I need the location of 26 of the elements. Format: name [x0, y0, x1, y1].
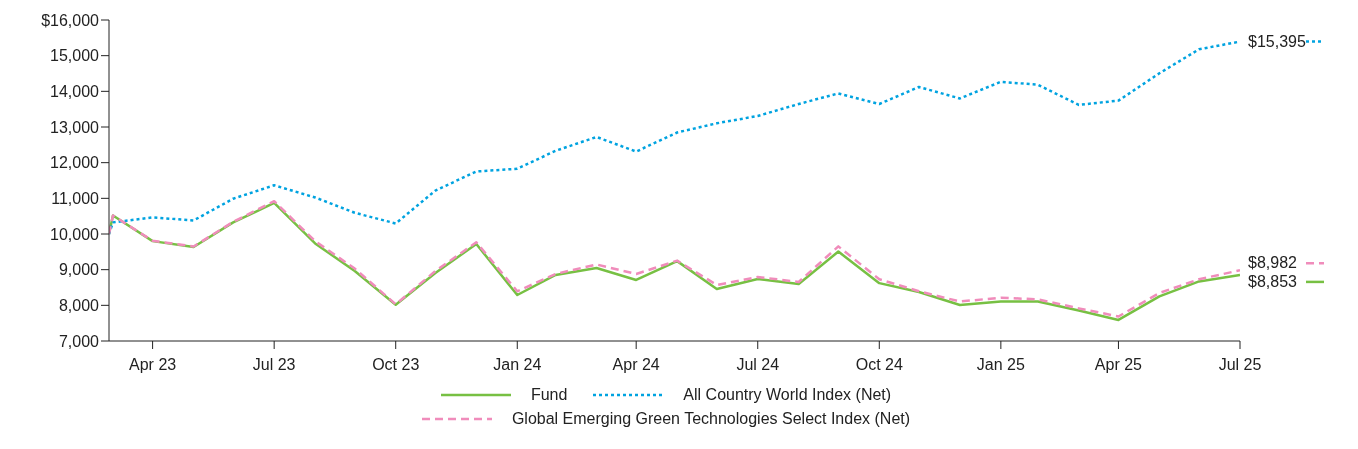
- y-tick-label: 10,000: [50, 225, 100, 243]
- legend-label: All Country World Index (Net): [683, 386, 892, 404]
- x-tick-label: Apr 24: [612, 356, 660, 374]
- data-label: $15,395: [1248, 32, 1306, 50]
- y-tick-label: 7,000: [58, 332, 100, 350]
- y-tick-label: 12,000: [50, 154, 100, 172]
- y-tick-label: 13,000: [50, 118, 100, 136]
- x-tick-label: Jul 25: [1218, 356, 1262, 374]
- x-tick-label: Apr 25: [1094, 356, 1143, 374]
- x-tick-label: Jan 25: [976, 356, 1025, 374]
- y-tick-label: 9,000: [58, 261, 100, 279]
- y-tick-label: 8,000: [58, 297, 100, 315]
- x-tick-label: Jul 24: [736, 356, 780, 374]
- x-tick-label: Oct 24: [855, 356, 903, 374]
- x-tick-label: Jan 24: [493, 356, 542, 374]
- legend-label: Fund: [530, 386, 568, 404]
- data-label: $8,853: [1248, 272, 1298, 290]
- x-tick-label: Jul 23: [252, 356, 296, 374]
- y-tick-label: 11,000: [51, 190, 100, 208]
- x-tick-label: Oct 23: [372, 356, 420, 374]
- legend-label: Global Emerging Green Technologies Select Index (Net): [511, 410, 911, 428]
- y-tick-label: 14,000: [50, 83, 100, 101]
- y-tick-label: $16,000: [41, 11, 100, 29]
- x-tick-label: Apr 23: [129, 356, 177, 374]
- y-tick-label: 15,000: [50, 47, 100, 65]
- data-label: $8,982: [1248, 254, 1298, 272]
